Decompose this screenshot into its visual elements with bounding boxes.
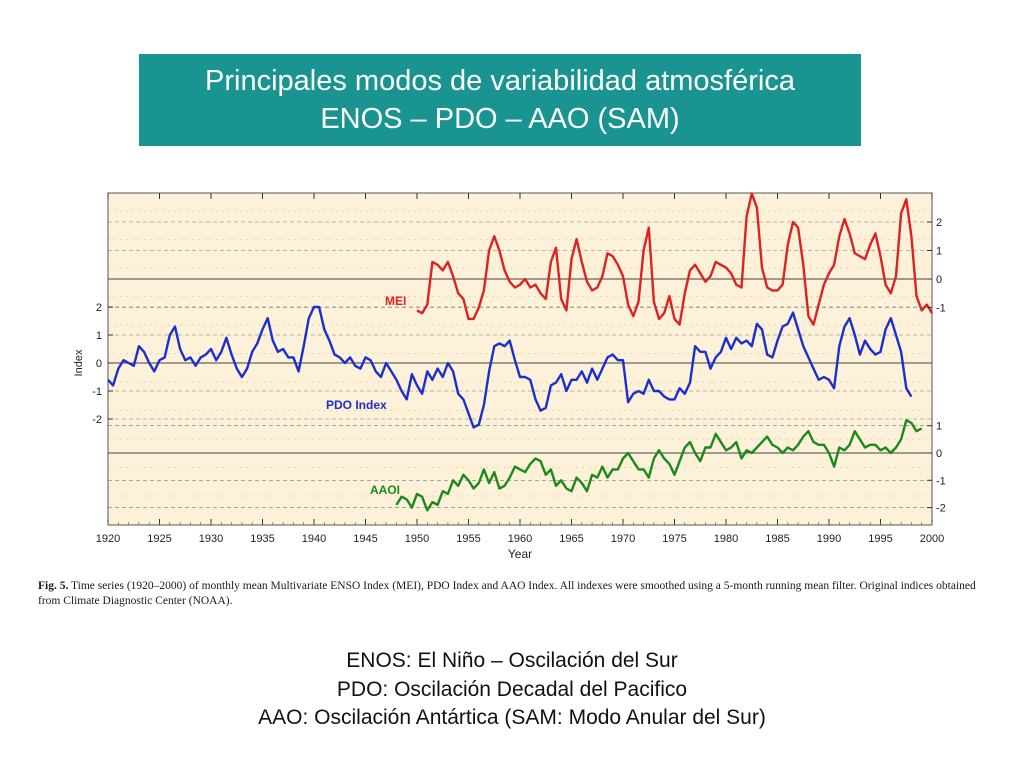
ytick-label-mei-1: 1 xyxy=(936,246,942,258)
xtick-label-2000: 2000 xyxy=(920,533,944,545)
xtick-label-1970: 1970 xyxy=(611,533,635,545)
ytick-label-aaoi-2: -1 xyxy=(936,475,946,487)
series-line-aaoi xyxy=(395,418,923,512)
series-label-pdo-index: PDO Index xyxy=(326,398,387,412)
ytick-label-mei-0: 2 xyxy=(936,217,942,229)
ytick-label-aaoi-3: -2 xyxy=(936,503,946,515)
ytick-label-pdo-index-0: 2 xyxy=(96,302,102,314)
caption-text: Time series (1920–2000) of monthly mean … xyxy=(38,580,976,607)
ytick-label-pdo-index-1: 1 xyxy=(96,330,102,342)
legend-pdo: PDO: Oscilación Decadal del Pacifico xyxy=(336,677,688,701)
xtick-label-1935: 1935 xyxy=(250,533,274,545)
series-line-pdo-index xyxy=(107,305,913,429)
ytick-label-pdo-index-2: 0 xyxy=(96,358,102,370)
xtick-label-1960: 1960 xyxy=(508,533,532,545)
xtick-label-1955: 1955 xyxy=(456,533,480,545)
xtick-label-1950: 1950 xyxy=(405,533,429,545)
xtick-label-1925: 1925 xyxy=(147,533,171,545)
slide-title: Principales modos de variabilidad atmosf… xyxy=(139,54,861,146)
ytick-label-mei-3: -1 xyxy=(936,303,946,315)
xtick-label-1980: 1980 xyxy=(714,533,738,545)
slide-title-line2: ENOS – PDO – AAO (SAM) xyxy=(320,103,680,135)
series-label-mei: MEI xyxy=(385,294,406,308)
xtick-label-1945: 1945 xyxy=(353,533,377,545)
legend-aao: AAO: Oscilación Antártica (SAM: Modo Anu… xyxy=(258,706,766,729)
acronym-legend: ENOS: El Niño – Oscilación del Sur PDO: … xyxy=(0,647,1024,733)
xtick-label-1930: 1930 xyxy=(199,533,223,545)
xtick-label-1940: 1940 xyxy=(302,533,326,545)
xtick-label-1995: 1995 xyxy=(868,533,892,545)
xtick-label-1985: 1985 xyxy=(765,533,789,545)
x-axis-label: Year xyxy=(508,547,532,561)
series-line-mei xyxy=(416,192,934,326)
y-axis-label: Index xyxy=(73,349,85,376)
caption-label: Fig. 5. xyxy=(38,580,69,592)
figure-caption: Fig. 5. Time series (1920–2000) of month… xyxy=(38,579,988,609)
xtick-label-1965: 1965 xyxy=(559,533,583,545)
xtick-label-1975: 1975 xyxy=(662,533,686,545)
legend-enos: ENOS: El Niño – Oscilación del Sur xyxy=(346,649,678,672)
ytick-label-aaoi-1: 0 xyxy=(936,448,942,460)
xtick-label-1920: 1920 xyxy=(96,533,120,545)
slide-title-line1: Principales modos de variabilidad atmosf… xyxy=(205,65,795,97)
ytick-label-pdo-index-4: -2 xyxy=(92,414,102,426)
ytick-label-aaoi-0: 1 xyxy=(936,421,942,433)
time-series-chart: MEI PDO Index AAOI 2 1 0 -1 2 1 0 -1 -2 1 0 -1 -2 1920 19… xyxy=(73,192,946,561)
ytick-label-mei-2: 0 xyxy=(936,274,942,286)
ytick-label-pdo-index-3: -1 xyxy=(92,386,102,398)
xtick-label-1990: 1990 xyxy=(817,533,841,545)
series-label-aaoi: AAOI xyxy=(370,483,400,497)
